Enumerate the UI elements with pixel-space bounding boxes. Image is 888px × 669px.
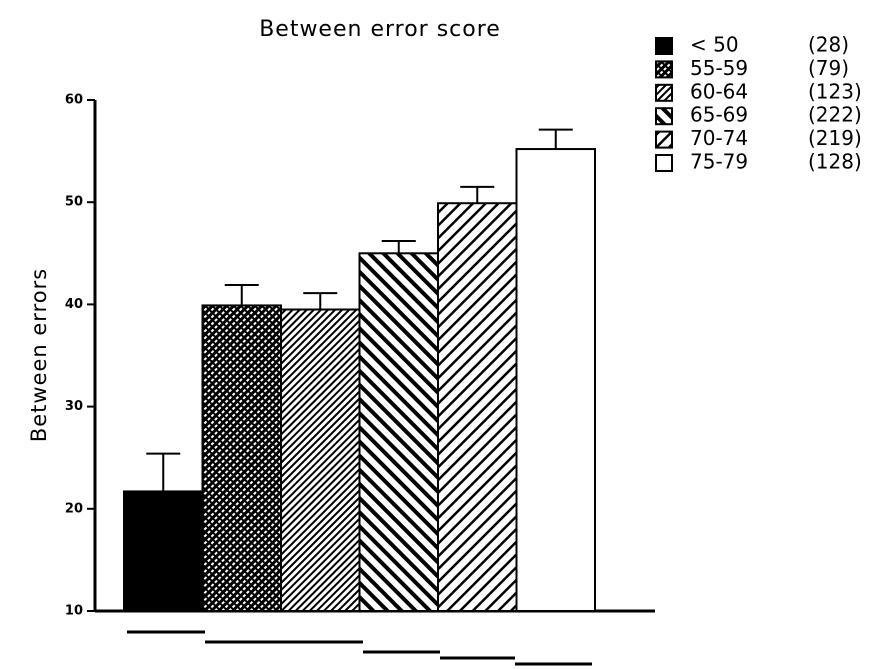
legend-label: 65-69 xyxy=(690,103,748,127)
legend-count: (79) xyxy=(808,56,849,80)
legend-label: < 50 xyxy=(690,33,739,57)
y-tick-label: 60 xyxy=(65,93,83,108)
legend-label: 70-74 xyxy=(690,126,748,150)
y-axis-label: Between errors xyxy=(27,268,51,442)
legend-count: (222) xyxy=(808,103,862,127)
legend-label: 75-79 xyxy=(690,150,748,174)
bar xyxy=(437,202,518,613)
legend-swatch xyxy=(655,130,673,149)
legend-label: 60-64 xyxy=(690,79,748,103)
y-tick-label: 40 xyxy=(65,297,83,312)
chart-title: Between error score xyxy=(259,17,501,42)
y-tick-label: 30 xyxy=(65,399,83,414)
legend-count: (28) xyxy=(808,33,849,57)
legend-swatch xyxy=(655,107,673,126)
y-tick-label: 50 xyxy=(65,195,83,210)
legend-count: (123) xyxy=(808,79,862,103)
y-tick-label: 10 xyxy=(65,604,83,619)
legend-swatch xyxy=(655,60,673,79)
bar xyxy=(123,490,204,612)
legend-swatch xyxy=(655,37,673,55)
legend-label: 55-59 xyxy=(690,56,748,80)
bar xyxy=(515,148,596,612)
legend-count: (219) xyxy=(808,126,862,150)
bar xyxy=(201,304,282,612)
legend-swatch xyxy=(655,154,673,172)
group-lines xyxy=(127,630,592,666)
legend-count: (128) xyxy=(808,150,862,174)
legend-swatch xyxy=(655,83,673,102)
y-tick-label: 20 xyxy=(65,501,83,516)
bar xyxy=(358,252,439,613)
bar xyxy=(280,308,361,612)
